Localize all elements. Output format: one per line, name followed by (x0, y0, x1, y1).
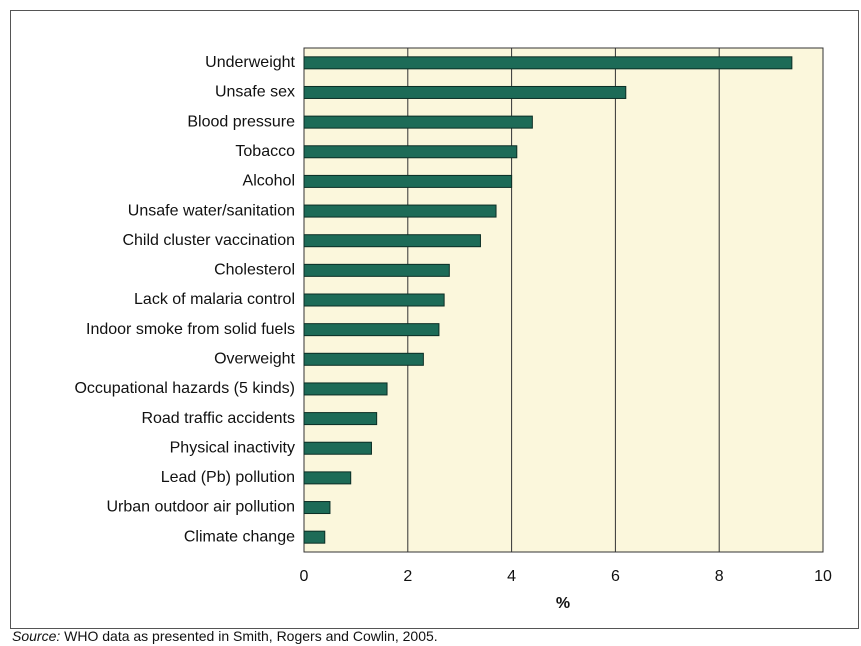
bar (303, 85, 627, 99)
bar (303, 174, 513, 188)
source: Source: WHO data as presented in Smith, … (12, 628, 438, 644)
bar (303, 115, 533, 129)
frame (10, 10, 859, 629)
bar (303, 204, 497, 218)
source-text: WHO data as presented in Smith, Rogers a… (64, 628, 438, 644)
y-tick-label: Climate change (184, 528, 295, 545)
y-tick-label: Occupational hazards (5 kinds) (74, 380, 295, 397)
bar (303, 471, 352, 485)
bar (303, 263, 450, 277)
y-tick-label: Child cluster vaccination (122, 232, 295, 249)
y-tick-label: Indoor smoke from solid fuels (86, 321, 295, 338)
bar (303, 323, 440, 337)
y-tick-label: Blood pressure (187, 113, 295, 130)
x-tick-label: 4 (507, 568, 516, 585)
bar (303, 293, 445, 307)
x-tick-label: 8 (715, 568, 724, 585)
y-tick-label: Road traffic accidents (141, 410, 295, 427)
x-tick-label: 10 (814, 568, 832, 585)
y-tick-label: Underweight (205, 54, 295, 71)
source-label: Source: (12, 628, 60, 644)
bar (303, 352, 424, 366)
bar (303, 56, 793, 70)
bar (303, 145, 518, 159)
bar (303, 412, 378, 426)
y-tick-label: Unsafe water/sanitation (128, 202, 295, 219)
bar (303, 441, 372, 455)
x-axis-label: % (556, 595, 570, 612)
bar (303, 234, 481, 248)
x-tick-label: 2 (403, 568, 412, 585)
y-tick-label: Overweight (214, 351, 295, 368)
bar (303, 501, 331, 515)
x-tick-label: 0 (300, 568, 309, 585)
y-tick-label: Lack of malaria control (134, 291, 295, 308)
y-tick-label: Alcohol (243, 173, 295, 190)
y-tick-label: Lead (Pb) pollution (161, 469, 295, 486)
y-tick-label: Urban outdoor air pollution (106, 499, 295, 516)
y-tick-label: Tobacco (235, 143, 295, 160)
bar (303, 382, 388, 396)
bar (303, 530, 326, 544)
x-tick-label: 6 (611, 568, 620, 585)
y-tick-label: Cholesterol (214, 262, 295, 279)
y-tick-label: Unsafe sex (215, 84, 295, 101)
y-tick-label: Physical inactivity (170, 439, 295, 456)
